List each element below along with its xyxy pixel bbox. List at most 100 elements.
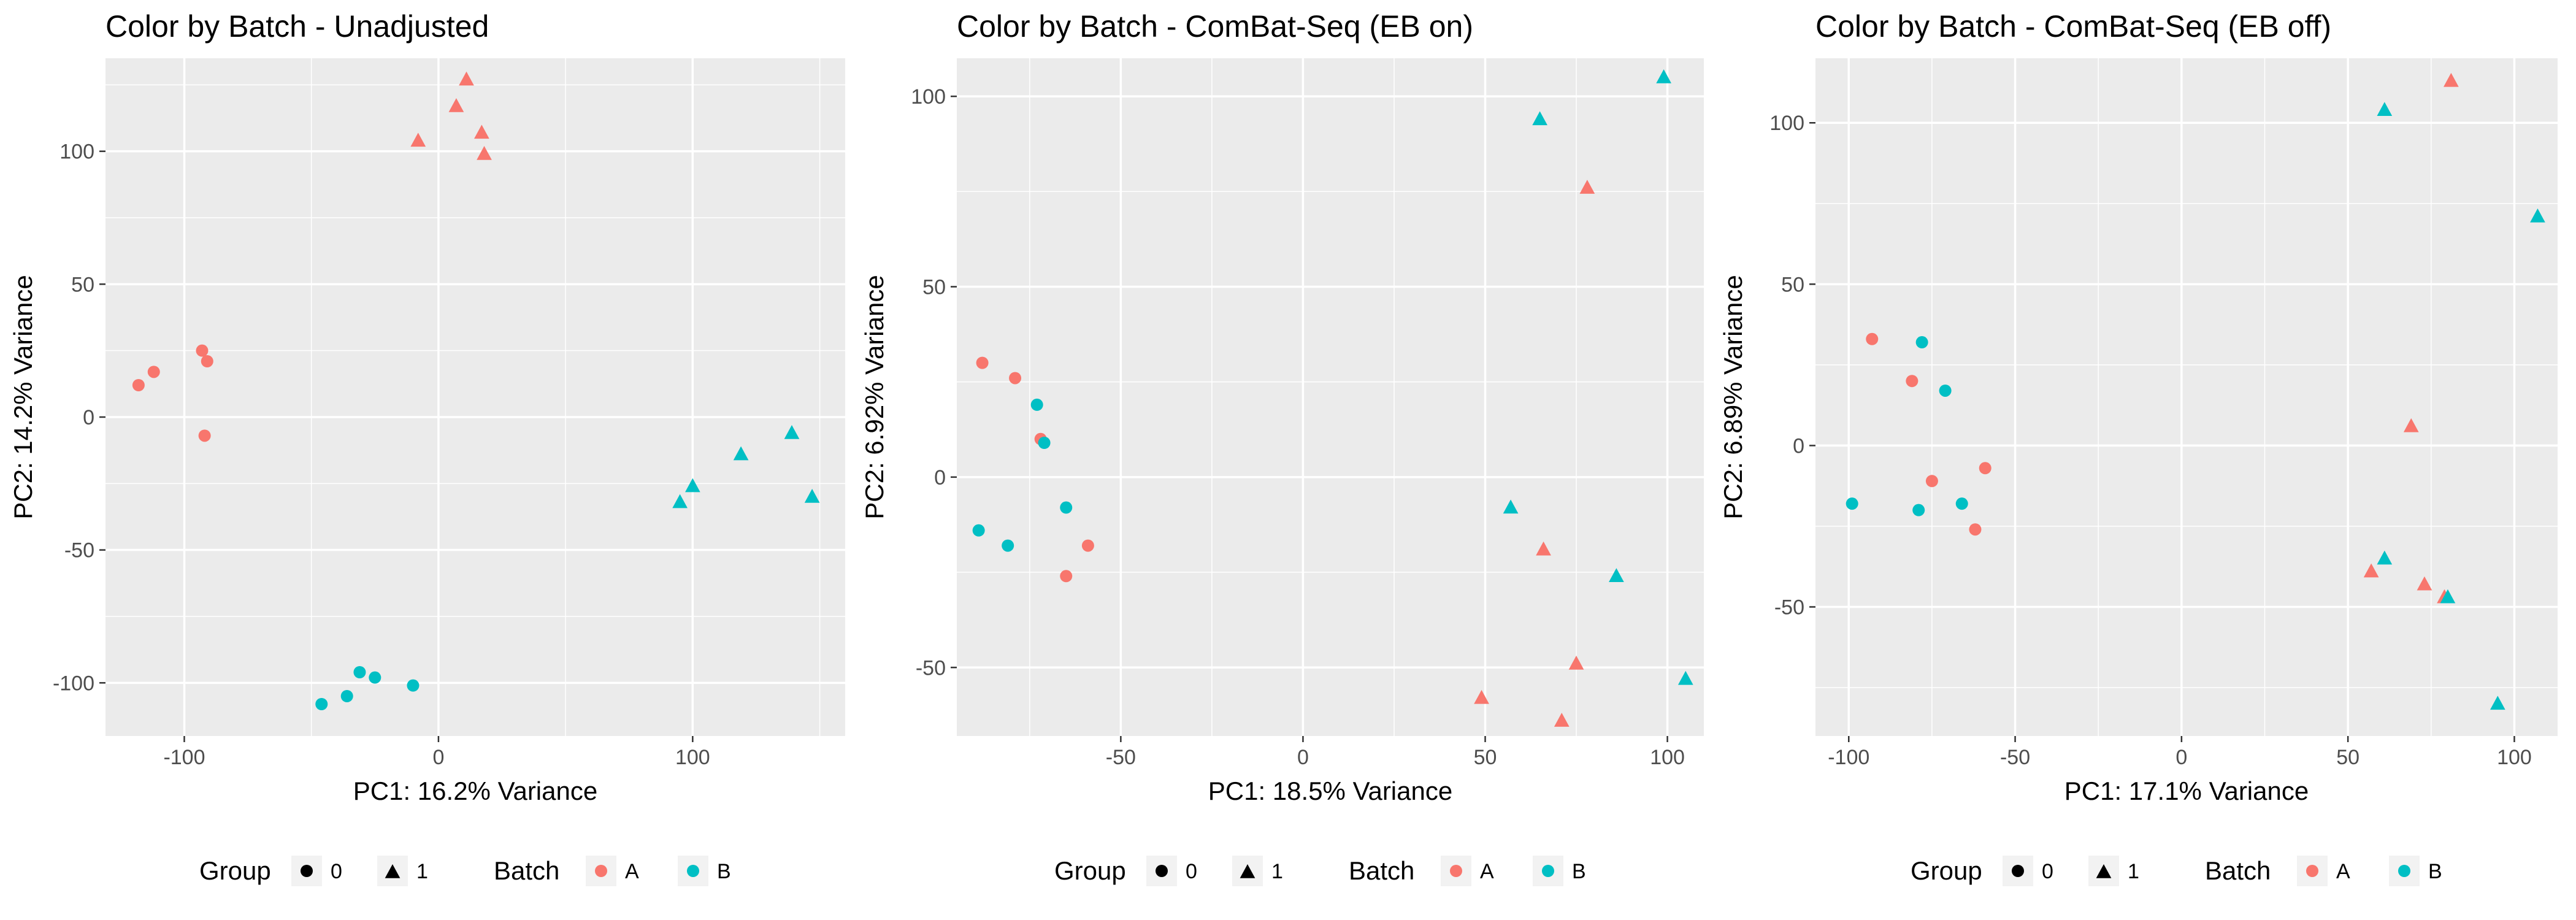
data-point bbox=[315, 698, 328, 710]
data-point bbox=[407, 679, 420, 692]
data-point bbox=[1979, 462, 1991, 475]
x-axis-label: PC1: 17.1% Variance bbox=[2064, 776, 2309, 805]
data-point bbox=[1906, 375, 1919, 388]
data-point bbox=[1554, 713, 1570, 727]
data-point bbox=[1081, 539, 1094, 552]
data-point bbox=[2530, 208, 2545, 223]
x-axis-label: PC1: 18.5% Variance bbox=[1208, 776, 1452, 805]
legend-label: 0 bbox=[1186, 860, 1197, 883]
data-point bbox=[196, 344, 209, 357]
y-axis-label: PC2: 14.2% Variance bbox=[9, 275, 37, 519]
data-point bbox=[2403, 418, 2419, 432]
legend-title-batch: Batch bbox=[1349, 856, 1414, 885]
data-point bbox=[784, 425, 800, 439]
minor-gridlines bbox=[1815, 58, 2558, 736]
data-point bbox=[198, 429, 211, 442]
circle-icon bbox=[1542, 865, 1554, 877]
circle-icon bbox=[687, 865, 699, 877]
chart-panel-2: -50 0 50 100 -50 0 50 100 Color by Batch - ComBa… bbox=[860, 9, 1704, 886]
legend-title-batch: Batch bbox=[494, 856, 559, 885]
data-point bbox=[1060, 501, 1073, 514]
data-point bbox=[1866, 332, 1879, 345]
y-tick-label: 100 bbox=[59, 140, 94, 164]
x-tick-label: -50 bbox=[1106, 746, 1136, 769]
data-point bbox=[733, 446, 749, 461]
legend-label: B bbox=[1572, 860, 1586, 883]
legend-label: B bbox=[717, 860, 731, 883]
circle-icon bbox=[2306, 865, 2318, 877]
triangle-icon bbox=[385, 864, 401, 878]
chart-panel-3: -100 -50 0 50 100 -50 0 50 100 Color by Batch - C… bbox=[1719, 9, 2558, 886]
data-point bbox=[1939, 384, 1952, 397]
data-point bbox=[1532, 111, 1547, 126]
triangle-icon bbox=[1240, 864, 1255, 878]
data-point bbox=[448, 98, 464, 112]
data-point bbox=[976, 356, 989, 369]
legend-label: 1 bbox=[2128, 860, 2139, 883]
x-tick-label: 100 bbox=[675, 746, 710, 769]
x-tick-label: 0 bbox=[432, 746, 444, 769]
y-tick-label: -50 bbox=[916, 656, 946, 680]
circle-icon bbox=[595, 865, 607, 877]
legend-title-group: Group bbox=[1054, 856, 1126, 885]
data-point bbox=[1955, 497, 1968, 510]
data-point bbox=[1568, 656, 1584, 670]
circle-icon bbox=[2012, 865, 2024, 877]
data-point bbox=[1474, 689, 1489, 704]
x-tick-label: 0 bbox=[2175, 746, 2187, 769]
data-point bbox=[1609, 568, 1624, 583]
x-tick-label: 50 bbox=[1474, 746, 1497, 769]
data-point bbox=[2377, 550, 2393, 565]
data-point bbox=[1030, 398, 1043, 411]
data-point bbox=[2490, 696, 2505, 710]
data-point bbox=[1060, 570, 1073, 583]
legend-label: 0 bbox=[2042, 860, 2053, 883]
data-point bbox=[1009, 372, 1022, 385]
data-point bbox=[1503, 499, 1519, 514]
legend-label: 1 bbox=[416, 860, 428, 883]
y-axis-label: PC2: 6.92% Variance bbox=[860, 275, 889, 519]
chart-title: Color by Batch - ComBat-Seq (EB off) bbox=[1815, 9, 2331, 44]
legend: Group 0 1 Batch A B bbox=[199, 856, 731, 886]
plot-background bbox=[105, 58, 845, 736]
data-point bbox=[1915, 336, 1928, 349]
data-point bbox=[1677, 670, 1693, 685]
x-tick-label: 0 bbox=[1297, 746, 1309, 769]
chart-title: Color by Batch - ComBat-Seq (EB on) bbox=[957, 9, 1473, 44]
y-tick-label: 100 bbox=[911, 85, 946, 109]
data-point bbox=[132, 379, 145, 391]
data-point bbox=[1925, 475, 1938, 488]
circle-icon bbox=[301, 865, 313, 877]
data-point bbox=[340, 690, 353, 702]
x-tick-label: -100 bbox=[1828, 746, 1869, 769]
legend-title-group: Group bbox=[199, 856, 271, 885]
chart-title: Color by Batch - Unadjusted bbox=[105, 9, 489, 44]
data-point bbox=[474, 125, 489, 139]
data-point bbox=[477, 146, 492, 160]
data-points bbox=[1846, 72, 2545, 710]
circle-icon bbox=[1450, 865, 1462, 877]
data-point bbox=[2440, 589, 2456, 604]
legend-title-group: Group bbox=[1911, 856, 1982, 885]
x-tick-label: 50 bbox=[2336, 746, 2359, 769]
data-points bbox=[132, 71, 820, 710]
minor-gridlines bbox=[957, 58, 1704, 736]
data-point bbox=[1002, 539, 1014, 552]
legend-label: A bbox=[625, 860, 639, 883]
y-tick-label: 50 bbox=[71, 273, 94, 296]
x-tick-label: -50 bbox=[2000, 746, 2030, 769]
data-point bbox=[2417, 576, 2432, 591]
data-point bbox=[459, 71, 474, 86]
y-tick-label: 50 bbox=[922, 275, 946, 299]
y-tick-label: -50 bbox=[1774, 596, 1804, 619]
minor-gridlines bbox=[105, 58, 845, 736]
data-point bbox=[201, 355, 213, 367]
data-point bbox=[2444, 72, 2459, 87]
chart-panel-1: -100 0 100 -100 -50 0 50 100 Color by Batch - Un… bbox=[9, 9, 845, 886]
circle-icon bbox=[1156, 865, 1168, 877]
plot-background bbox=[1815, 58, 2558, 736]
data-point bbox=[410, 132, 426, 147]
data-point bbox=[672, 494, 688, 508]
legend-label: B bbox=[2428, 860, 2442, 883]
x-axis-label: PC1: 16.2% Variance bbox=[353, 776, 597, 805]
